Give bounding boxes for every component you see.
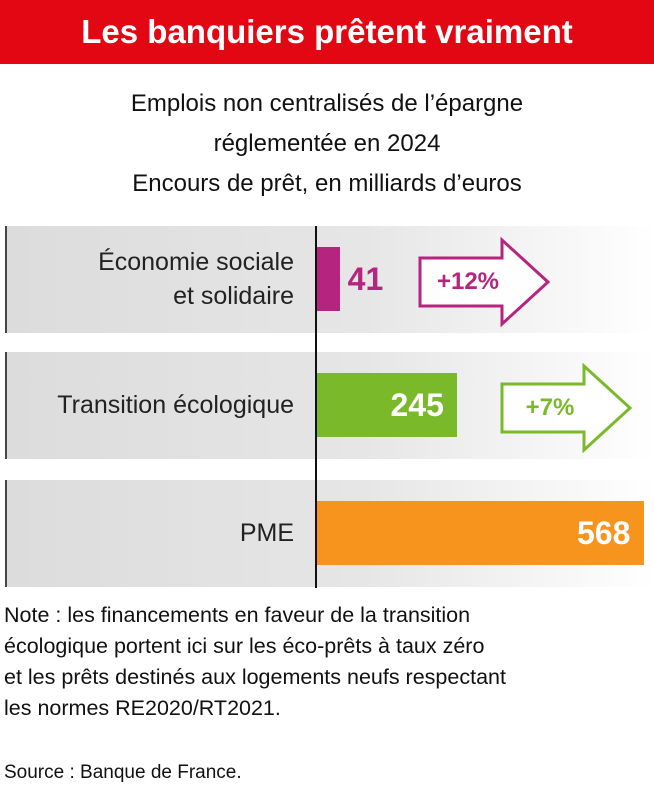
arrow-shape	[418, 236, 551, 328]
bar	[316, 501, 644, 565]
bar	[316, 373, 458, 437]
value-label: 568	[577, 515, 631, 551]
category-label: Transition écologique	[57, 391, 294, 419]
change-label: +7%	[525, 394, 575, 421]
value-label: 245	[390, 387, 444, 423]
change-label: +12%	[436, 268, 500, 295]
bar	[316, 247, 340, 311]
category-label: PME	[239, 519, 294, 547]
axis-line	[315, 226, 317, 588]
arrow-shape	[500, 362, 633, 454]
note: Note : les financements en faveur de la …	[4, 603, 506, 720]
category-label: Économie sociale et solidaire	[98, 248, 294, 310]
value-label: 41	[347, 261, 384, 297]
title: Les banquiers prêtent vraiment	[0, 0, 654, 64]
subtitle: Emplois non centralisés de l’épargne rég…	[130, 90, 524, 197]
source: Source : Banque de France.	[4, 762, 242, 783]
